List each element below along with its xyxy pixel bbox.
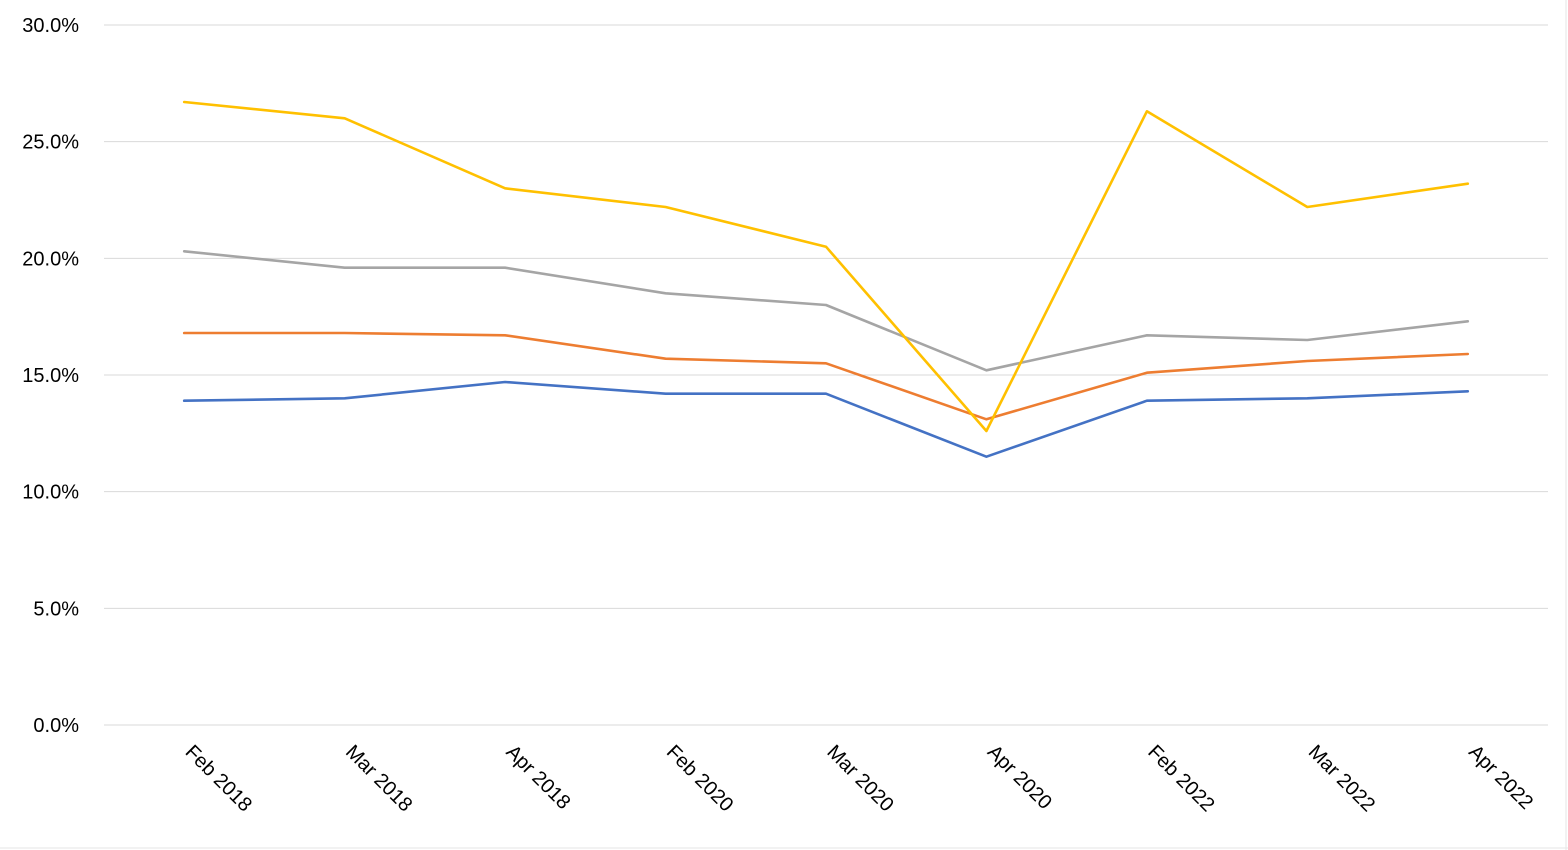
series-line-2 (182, 331, 1470, 421)
series-line-3 (182, 250, 1470, 372)
y-tick-label: 10.0% (22, 482, 79, 504)
x-tick-label: Mar 2022 (1304, 741, 1379, 816)
y-tick-label: 0.0% (33, 715, 79, 737)
plot-area (182, 100, 1470, 459)
x-tick-label: Apr 2018 (502, 741, 575, 814)
y-tick-label: 15.0% (22, 365, 79, 387)
gridlines (104, 24, 1548, 726)
x-tick-label: Feb 2018 (181, 741, 256, 816)
x-tick-label: Apr 2020 (983, 741, 1056, 814)
series-line-1 (182, 380, 1470, 459)
x-tick-label: Mar 2018 (341, 741, 416, 816)
series-line-4 (182, 100, 1470, 433)
y-tick-label: 25.0% (22, 132, 79, 154)
y-tick-label: 5.0% (33, 598, 79, 620)
x-tick-label: Feb 2020 (662, 741, 737, 816)
y-axis: 0.0% 5.0% 10.0% 15.0% 20.0% 25.0% 30.0% (22, 15, 79, 737)
x-tick-label: Feb 2022 (1143, 741, 1218, 816)
x-axis: Feb 2018 Mar 2018 Apr 2018 Feb 2020 Mar 2020… (181, 741, 1538, 816)
x-tick-label: Mar 2020 (822, 741, 897, 816)
y-tick-label: 20.0% (22, 248, 79, 270)
x-tick-label: Apr 2022 (1464, 741, 1537, 814)
y-tick-label: 30.0% (22, 15, 79, 37)
